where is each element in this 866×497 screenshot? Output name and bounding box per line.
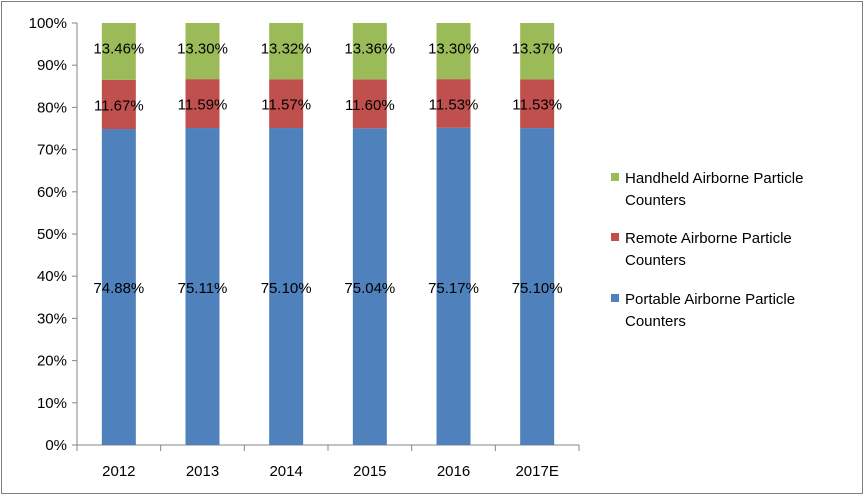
- bar-segment: [520, 23, 555, 80]
- data-label: 75.11%: [178, 280, 228, 297]
- bar-segment: [352, 128, 387, 445]
- y-tick-label: 90%: [37, 57, 67, 74]
- legend-label: Handheld Airborne Particle: [625, 170, 803, 187]
- legend-label: Counters: [625, 252, 686, 269]
- y-tick-label: 70%: [37, 142, 67, 159]
- bar-segment: [185, 23, 220, 80]
- bar-segment: [436, 79, 471, 128]
- data-label: 13.30%: [177, 40, 228, 57]
- bar-segment: [352, 23, 387, 80]
- data-label: 11.59%: [178, 97, 228, 114]
- legend-swatch: [611, 173, 619, 181]
- bar-segment: [436, 127, 471, 446]
- data-label: 75.10%: [261, 280, 312, 297]
- y-tick-label: 20%: [37, 353, 67, 370]
- bars: [101, 23, 555, 446]
- data-label: 11.53%: [429, 96, 479, 113]
- y-tick-label: 0%: [45, 437, 67, 454]
- data-label: 75.17%: [428, 280, 479, 297]
- legend-label: Portable Airborne Particle: [625, 291, 795, 308]
- legend-label: Counters: [625, 192, 686, 209]
- axes: 0% 10% 20% 30% 40% 50% 60% 70% 80% 90% 100% 2012 201…: [29, 15, 580, 480]
- data-label: 11.60%: [345, 97, 395, 114]
- legend-swatch: [611, 233, 619, 241]
- legend: Handheld Airborne Particle Counters Remote…: [611, 170, 803, 330]
- legend-label: Counters: [625, 313, 686, 330]
- bar-segment: [520, 128, 555, 445]
- bar-segment: [269, 79, 304, 129]
- data-label: 11.53%: [512, 97, 562, 114]
- y-tick-label: 80%: [37, 99, 67, 116]
- bar-segment: [269, 23, 304, 80]
- y-tick-label: 60%: [37, 184, 67, 201]
- x-tick-label: 2016: [437, 463, 470, 480]
- bar-segment: [101, 79, 136, 130]
- data-label: 13.32%: [261, 40, 312, 57]
- data-label: 75.04%: [344, 280, 395, 297]
- bar-segment: [352, 79, 387, 129]
- legend-label: Remote Airborne Particle: [625, 230, 792, 247]
- data-labels: 74.88% 11.67% 13.46% 75.11% 11.59% 13.30% 75.1…: [93, 40, 562, 297]
- x-tick-label: 2012: [102, 463, 135, 480]
- data-label: 11.67%: [94, 97, 144, 114]
- x-tick-label: 2017E: [515, 463, 558, 480]
- legend-swatch: [611, 294, 619, 302]
- y-tick-label: 50%: [37, 226, 67, 243]
- y-tick-label: 30%: [37, 310, 67, 327]
- x-tick-label: 2014: [269, 463, 302, 480]
- bar-segment: [101, 23, 136, 80]
- data-label: 13.46%: [93, 41, 144, 58]
- data-label: 75.10%: [512, 280, 563, 297]
- x-tick-label: 2015: [353, 463, 386, 480]
- y-tick-label: 10%: [37, 395, 67, 412]
- bar-segment: [520, 79, 555, 129]
- bar-segment: [269, 128, 304, 445]
- data-label: 11.57%: [261, 97, 311, 114]
- bar-segment: [101, 129, 136, 445]
- data-label: 13.30%: [428, 40, 479, 57]
- bar-segment: [436, 23, 471, 80]
- y-tick-label: 100%: [29, 15, 67, 32]
- data-label: 74.88%: [93, 280, 144, 297]
- data-label: 13.37%: [512, 40, 563, 57]
- x-tick-label: 2013: [186, 463, 219, 480]
- y-tick-label: 40%: [37, 268, 67, 285]
- bar-segment: [185, 128, 220, 445]
- bar-segment: [185, 79, 220, 129]
- data-label: 13.36%: [344, 40, 395, 57]
